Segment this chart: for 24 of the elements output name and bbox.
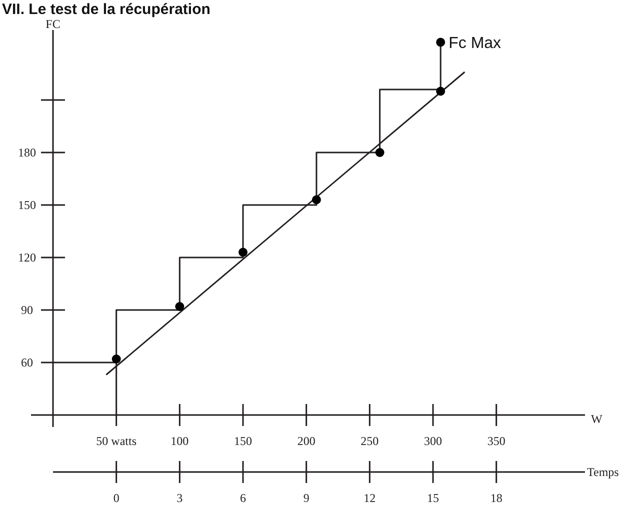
y-tick-label: 150	[18, 198, 36, 212]
x-tick-label: 200	[297, 434, 316, 448]
x-axis-title: W	[591, 412, 603, 426]
x2-tick-label: 18	[490, 491, 502, 505]
x2-axis-title: Temps	[587, 465, 620, 479]
x-tick-label: 300	[424, 434, 442, 448]
chart-title: VII. Le test de la récupération	[2, 1, 210, 18]
annotation: Fc Max	[448, 34, 502, 52]
x2-tick-label: 6	[240, 491, 246, 505]
y-tick-label: 60	[21, 356, 33, 370]
y-axis-title: FC	[46, 17, 60, 31]
x2-tick-label: 9	[303, 491, 310, 505]
x2-tick-label: 15	[427, 491, 439, 505]
y-tick-label: 120	[18, 250, 36, 265]
x2-tick-label: 3	[176, 491, 183, 505]
x2-tick-label: 0	[113, 491, 120, 505]
x-tick-label: 50 watts	[96, 434, 137, 448]
y-tick-label: 180	[18, 146, 36, 160]
y-tick-label: 90	[21, 303, 33, 318]
x-tick-label: 100	[170, 434, 189, 448]
x-tick-label: 350	[487, 434, 506, 448]
x-tick-label: 150	[234, 434, 252, 448]
x2-tick-label: 12	[364, 491, 376, 505]
x-tick-label: 250	[360, 434, 379, 448]
